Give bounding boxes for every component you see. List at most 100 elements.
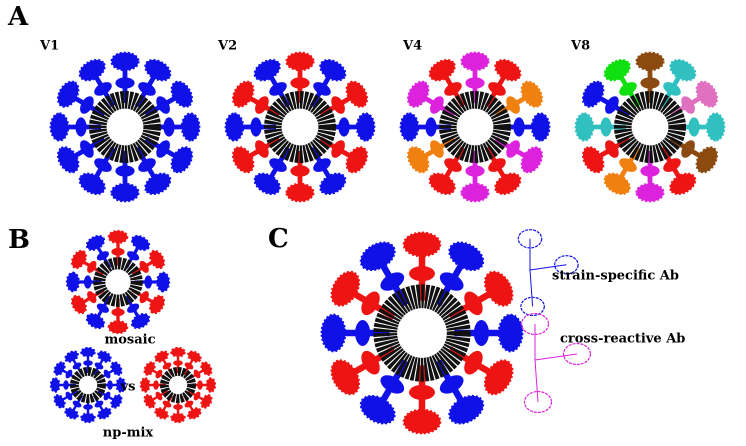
core-hole (170, 377, 186, 393)
antigen-head (110, 361, 123, 376)
antigen-head (53, 361, 66, 376)
antibody-linker (529, 264, 567, 271)
antigen-base (83, 275, 92, 289)
antigen-base (162, 400, 172, 408)
antigen-head (428, 172, 456, 196)
antigen-base (103, 391, 111, 401)
antibody-linker (534, 359, 539, 403)
antigen-head (80, 412, 96, 424)
antigen-head (110, 51, 140, 72)
antigen-base (313, 158, 331, 172)
antigen-head (78, 172, 106, 196)
antigen-head (97, 350, 112, 363)
antigen-head (705, 112, 726, 142)
antigen-head (115, 377, 127, 393)
antigen-base (127, 303, 140, 313)
antibody-linker (534, 353, 578, 361)
antigen-head (635, 51, 665, 72)
antigen-head (85, 313, 106, 330)
antigen-base (173, 404, 183, 410)
core-hole (110, 112, 140, 142)
antigen-base (513, 117, 525, 137)
antigen-head (144, 172, 172, 196)
antigen-base (361, 350, 380, 375)
antigen-head (253, 172, 281, 196)
core (373, 284, 471, 382)
antigen-head (285, 182, 315, 203)
antigen-head (402, 231, 442, 258)
antigen-base (127, 251, 140, 261)
antigen-base (430, 96, 444, 114)
antigen-base (380, 272, 405, 291)
antigen-base (155, 369, 163, 379)
antigen-base (439, 375, 464, 394)
core (613, 91, 686, 164)
antigen-head (253, 58, 281, 82)
antigen-head (65, 271, 80, 293)
antigen-head (345, 80, 369, 108)
antigen-base (138, 158, 156, 172)
antigen-head (581, 146, 605, 174)
antigen-head (149, 294, 166, 315)
core-hole (285, 112, 315, 142)
antigen-base (94, 400, 104, 408)
antigen-base (65, 391, 73, 401)
antigen-head (110, 182, 140, 203)
antigen-base (681, 96, 695, 114)
antigen-base (465, 165, 485, 177)
antigen-head (64, 407, 79, 420)
antigen-head (669, 58, 697, 82)
antibody (517, 229, 579, 317)
antigen-head (695, 80, 719, 108)
antigen-head (494, 172, 522, 196)
antigen-base (163, 117, 175, 137)
antigen-base (139, 260, 149, 273)
antigen-base (156, 140, 170, 158)
antigen-head (154, 407, 169, 420)
antigen-base (87, 260, 97, 273)
core (89, 91, 162, 164)
antigen-base (355, 320, 371, 346)
antigen-base (640, 77, 660, 89)
antigen-head (231, 146, 255, 174)
antigen-head (319, 172, 347, 196)
antigen-head (530, 112, 551, 142)
antigen-base (193, 369, 201, 379)
antigen-base (464, 350, 483, 375)
antigen-base (162, 362, 172, 370)
antigen-head (359, 394, 396, 425)
nanoparticle (320, 231, 524, 435)
antigen-base (197, 380, 203, 390)
antigen-base (72, 400, 82, 408)
antigen-base (255, 96, 269, 114)
antigen-head (70, 249, 87, 270)
antigen-base (663, 82, 681, 96)
antigen-base (153, 380, 159, 390)
panel-label: A (7, 2, 29, 32)
antigen-base (465, 77, 485, 89)
antigen-head (330, 359, 361, 396)
antigen-head (483, 359, 514, 396)
antigen-base (144, 275, 153, 289)
antigen-head (224, 112, 245, 142)
antigen-base (111, 308, 125, 317)
antigen-base (111, 247, 125, 256)
antigen-head (200, 361, 213, 376)
antigen-head (107, 229, 129, 244)
antigen-head (520, 80, 544, 108)
antigen-base (506, 96, 520, 114)
nanoparticle (49, 51, 201, 203)
antigen-head (448, 241, 485, 272)
antigen-head (187, 407, 202, 420)
antigen-base (96, 303, 109, 313)
antigen-base (605, 96, 619, 114)
antigen-head (460, 182, 490, 203)
nanoparticle (139, 346, 217, 424)
variant-label: V8 (570, 39, 590, 54)
antigen-head (170, 412, 186, 424)
antigen-base (75, 117, 87, 137)
antigen-base (439, 272, 464, 291)
antibody-domain (517, 229, 543, 249)
antigen-base (290, 77, 310, 89)
antigen-base (83, 360, 93, 366)
